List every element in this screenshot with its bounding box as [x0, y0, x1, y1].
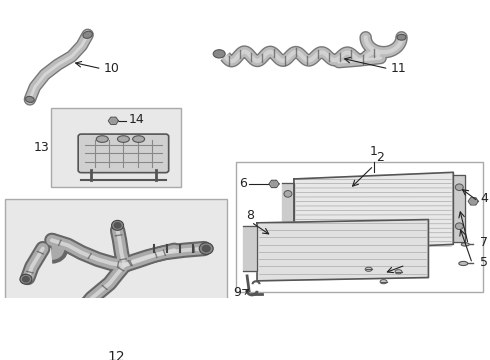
Bar	[236, 162, 483, 292]
Text: 12: 12	[107, 350, 125, 360]
Ellipse shape	[455, 223, 463, 229]
Polygon shape	[110, 118, 116, 123]
Bar	[5, 199, 227, 340]
Ellipse shape	[133, 136, 145, 142]
Polygon shape	[257, 220, 428, 281]
Text: 13: 13	[33, 141, 49, 154]
Circle shape	[20, 274, 32, 284]
Ellipse shape	[455, 184, 463, 190]
Ellipse shape	[97, 136, 108, 142]
Ellipse shape	[459, 261, 468, 266]
Text: 5: 5	[480, 256, 488, 269]
Text: 4: 4	[480, 192, 488, 205]
Polygon shape	[243, 226, 257, 271]
Polygon shape	[470, 199, 476, 204]
Circle shape	[114, 222, 121, 228]
Ellipse shape	[395, 270, 402, 274]
Polygon shape	[468, 198, 478, 205]
Polygon shape	[271, 181, 277, 186]
Polygon shape	[294, 172, 453, 251]
Text: 1: 1	[369, 145, 378, 158]
Circle shape	[202, 246, 210, 252]
Text: 8: 8	[246, 209, 254, 222]
FancyBboxPatch shape	[78, 134, 169, 173]
Bar	[51, 108, 181, 187]
Ellipse shape	[380, 280, 387, 284]
Ellipse shape	[25, 96, 34, 103]
Ellipse shape	[284, 190, 292, 197]
Ellipse shape	[365, 267, 372, 271]
Polygon shape	[282, 183, 294, 247]
Text: 3: 3	[407, 255, 415, 267]
Circle shape	[199, 243, 213, 255]
Polygon shape	[108, 117, 119, 125]
Text: 7: 7	[480, 236, 488, 249]
Polygon shape	[269, 180, 279, 188]
Ellipse shape	[213, 50, 225, 58]
Circle shape	[74, 326, 80, 332]
Text: 9: 9	[233, 286, 241, 299]
Ellipse shape	[284, 229, 292, 236]
Ellipse shape	[461, 243, 469, 246]
Ellipse shape	[397, 35, 406, 40]
Text: 2: 2	[377, 151, 385, 164]
Circle shape	[112, 220, 123, 230]
Ellipse shape	[83, 31, 93, 38]
Circle shape	[23, 276, 29, 282]
Text: 6: 6	[239, 177, 247, 190]
Circle shape	[71, 324, 83, 334]
Text: 14: 14	[129, 113, 145, 126]
Polygon shape	[453, 175, 465, 242]
Ellipse shape	[118, 136, 129, 142]
Text: 10: 10	[103, 62, 120, 75]
Text: 11: 11	[391, 62, 406, 75]
